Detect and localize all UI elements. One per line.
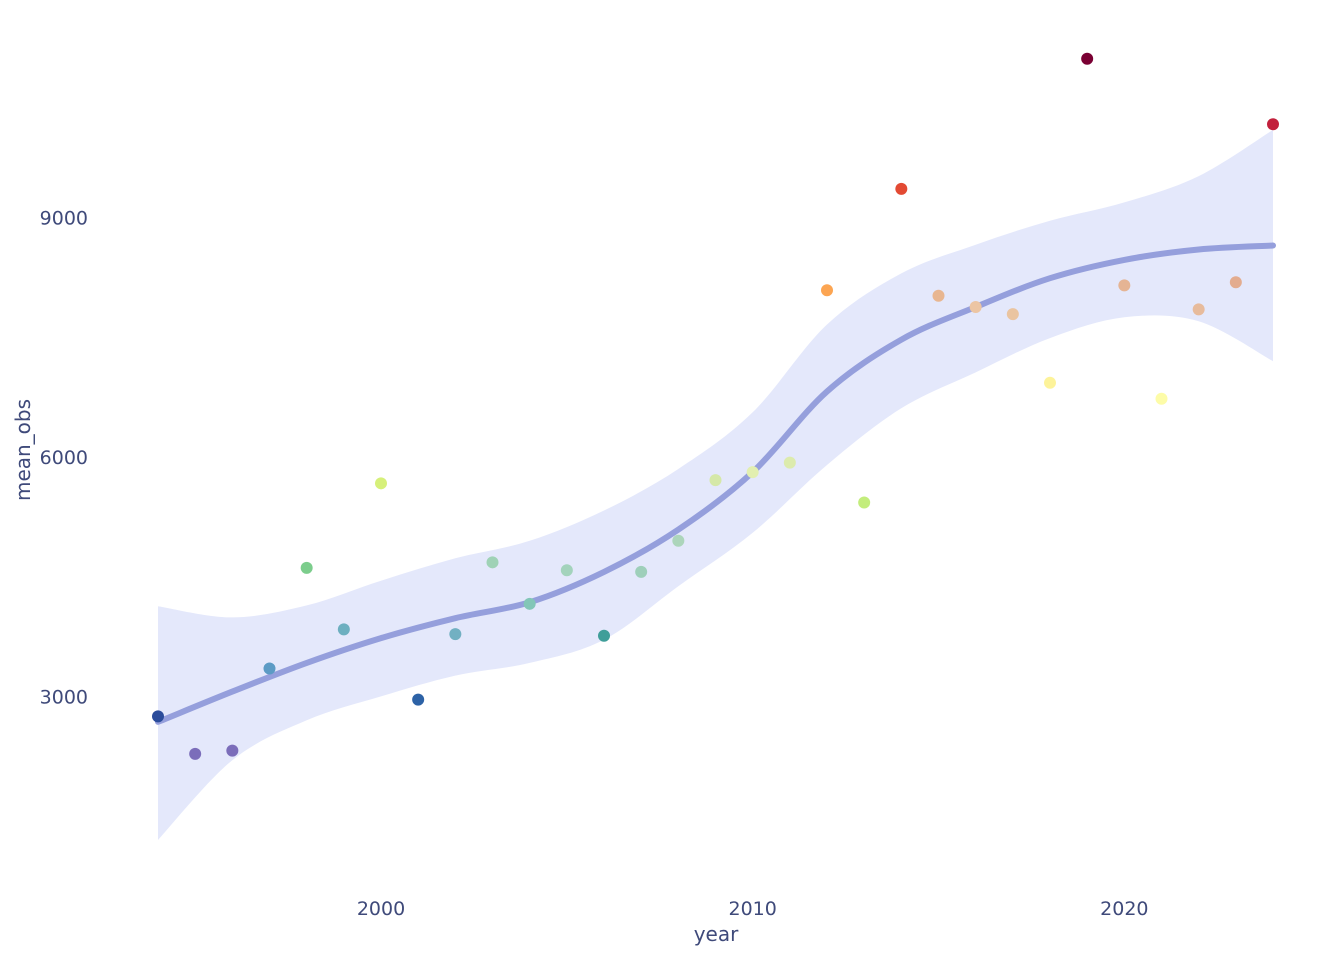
data-point (821, 284, 833, 297)
data-point (1229, 276, 1242, 289)
x-tick-label: 2020 (1100, 898, 1148, 920)
data-point (932, 289, 945, 302)
data-point (449, 628, 462, 641)
data-point (1192, 303, 1205, 316)
data-point (523, 597, 536, 610)
data-point (560, 564, 573, 577)
trend-line (155, 242, 1276, 725)
data-point (412, 693, 425, 706)
x-tick-label: 2000 (357, 898, 405, 920)
data-point (635, 565, 648, 578)
y-tick-label: 3000 (40, 686, 88, 708)
y-axis-ticks: 3000 6000 9000 (40, 208, 88, 709)
data-point (969, 300, 982, 313)
data-point (152, 710, 164, 723)
trend-line-layer (155, 242, 1276, 725)
data-point (746, 466, 759, 479)
data-point (598, 629, 610, 642)
data-points-layer (152, 52, 1279, 760)
data-point (858, 496, 871, 509)
data-point (263, 662, 276, 675)
data-point (1155, 392, 1168, 405)
data-point (672, 534, 685, 547)
data-point (486, 556, 499, 569)
y-tick-label: 6000 (40, 447, 88, 469)
x-axis-title: year (694, 922, 739, 946)
data-point (1267, 118, 1279, 131)
data-point (189, 747, 202, 760)
data-point (300, 561, 313, 574)
data-point (226, 744, 239, 757)
data-point (1081, 52, 1094, 65)
data-point (375, 477, 387, 490)
data-point (1118, 279, 1131, 292)
y-tick-label: 9000 (40, 208, 88, 230)
data-point (895, 182, 908, 195)
y-axis-title: mean_obs (11, 399, 35, 501)
data-point (1044, 376, 1056, 389)
x-axis-ticks: 2000 2010 2020 (357, 898, 1149, 920)
data-point (783, 456, 796, 469)
data-point (709, 474, 722, 487)
x-tick-label: 2010 (728, 898, 776, 920)
data-point (337, 623, 350, 636)
data-point (1006, 308, 1019, 321)
